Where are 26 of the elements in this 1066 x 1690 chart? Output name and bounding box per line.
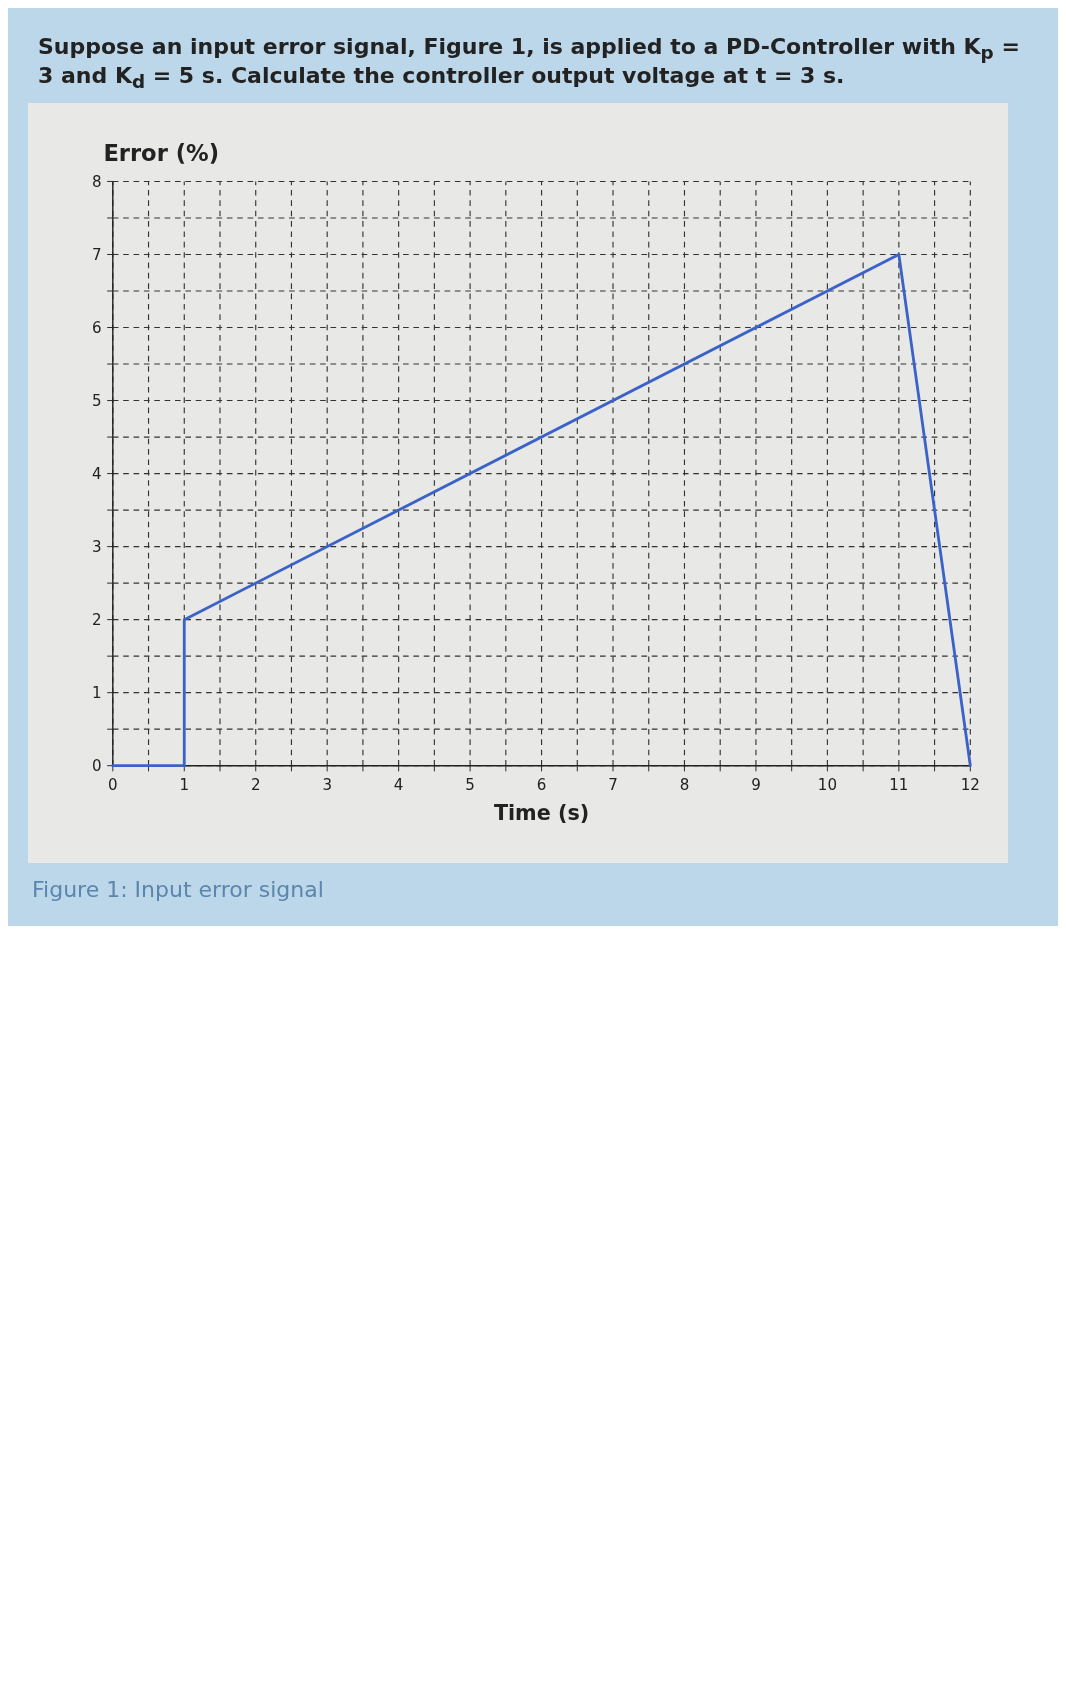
y-tick-label: 2 bbox=[91, 611, 102, 630]
x-tick-label: 9 bbox=[751, 775, 761, 794]
y-tick-label: 5 bbox=[91, 391, 102, 410]
x-tick-label: 8 bbox=[679, 775, 690, 794]
x-tick-label: 12 bbox=[960, 775, 980, 794]
x-tick-label: 6 bbox=[536, 775, 547, 794]
y-tick-label: 6 bbox=[91, 318, 102, 337]
x-tick-label: 0 bbox=[108, 775, 118, 794]
y-axis-title: Error (%) bbox=[103, 139, 220, 166]
x-axis-title: Time (s) bbox=[493, 801, 590, 826]
y-tick-label: 8 bbox=[91, 172, 102, 191]
y-tick-label: 7 bbox=[91, 245, 102, 264]
y-tick-label: 3 bbox=[91, 538, 102, 557]
x-tick-label: 11 bbox=[889, 775, 909, 794]
x-tick-label: 7 bbox=[608, 775, 618, 794]
y-tick-label: 0 bbox=[91, 757, 102, 776]
y-tick-label: 4 bbox=[91, 465, 102, 484]
chart-title: Suppose an input error signal, Figure 1, is applied to a PD-Controller with K$_{p}$ = 3 and K$_{d}$ = 5 s. Calculate the controller output voltage at t = 3 s. bbox=[38, 34, 1020, 93]
x-tick-label: 5 bbox=[465, 775, 475, 794]
x-tick-label: 10 bbox=[817, 775, 837, 794]
x-tick-label: 3 bbox=[322, 775, 332, 794]
caption: Figure 1: Input error signal bbox=[32, 876, 325, 902]
x-tick-label: 4 bbox=[393, 775, 404, 794]
y-tick-label: 1 bbox=[91, 684, 102, 703]
x-tick-label: 2 bbox=[250, 775, 261, 794]
x-tick-label: 1 bbox=[179, 775, 190, 794]
